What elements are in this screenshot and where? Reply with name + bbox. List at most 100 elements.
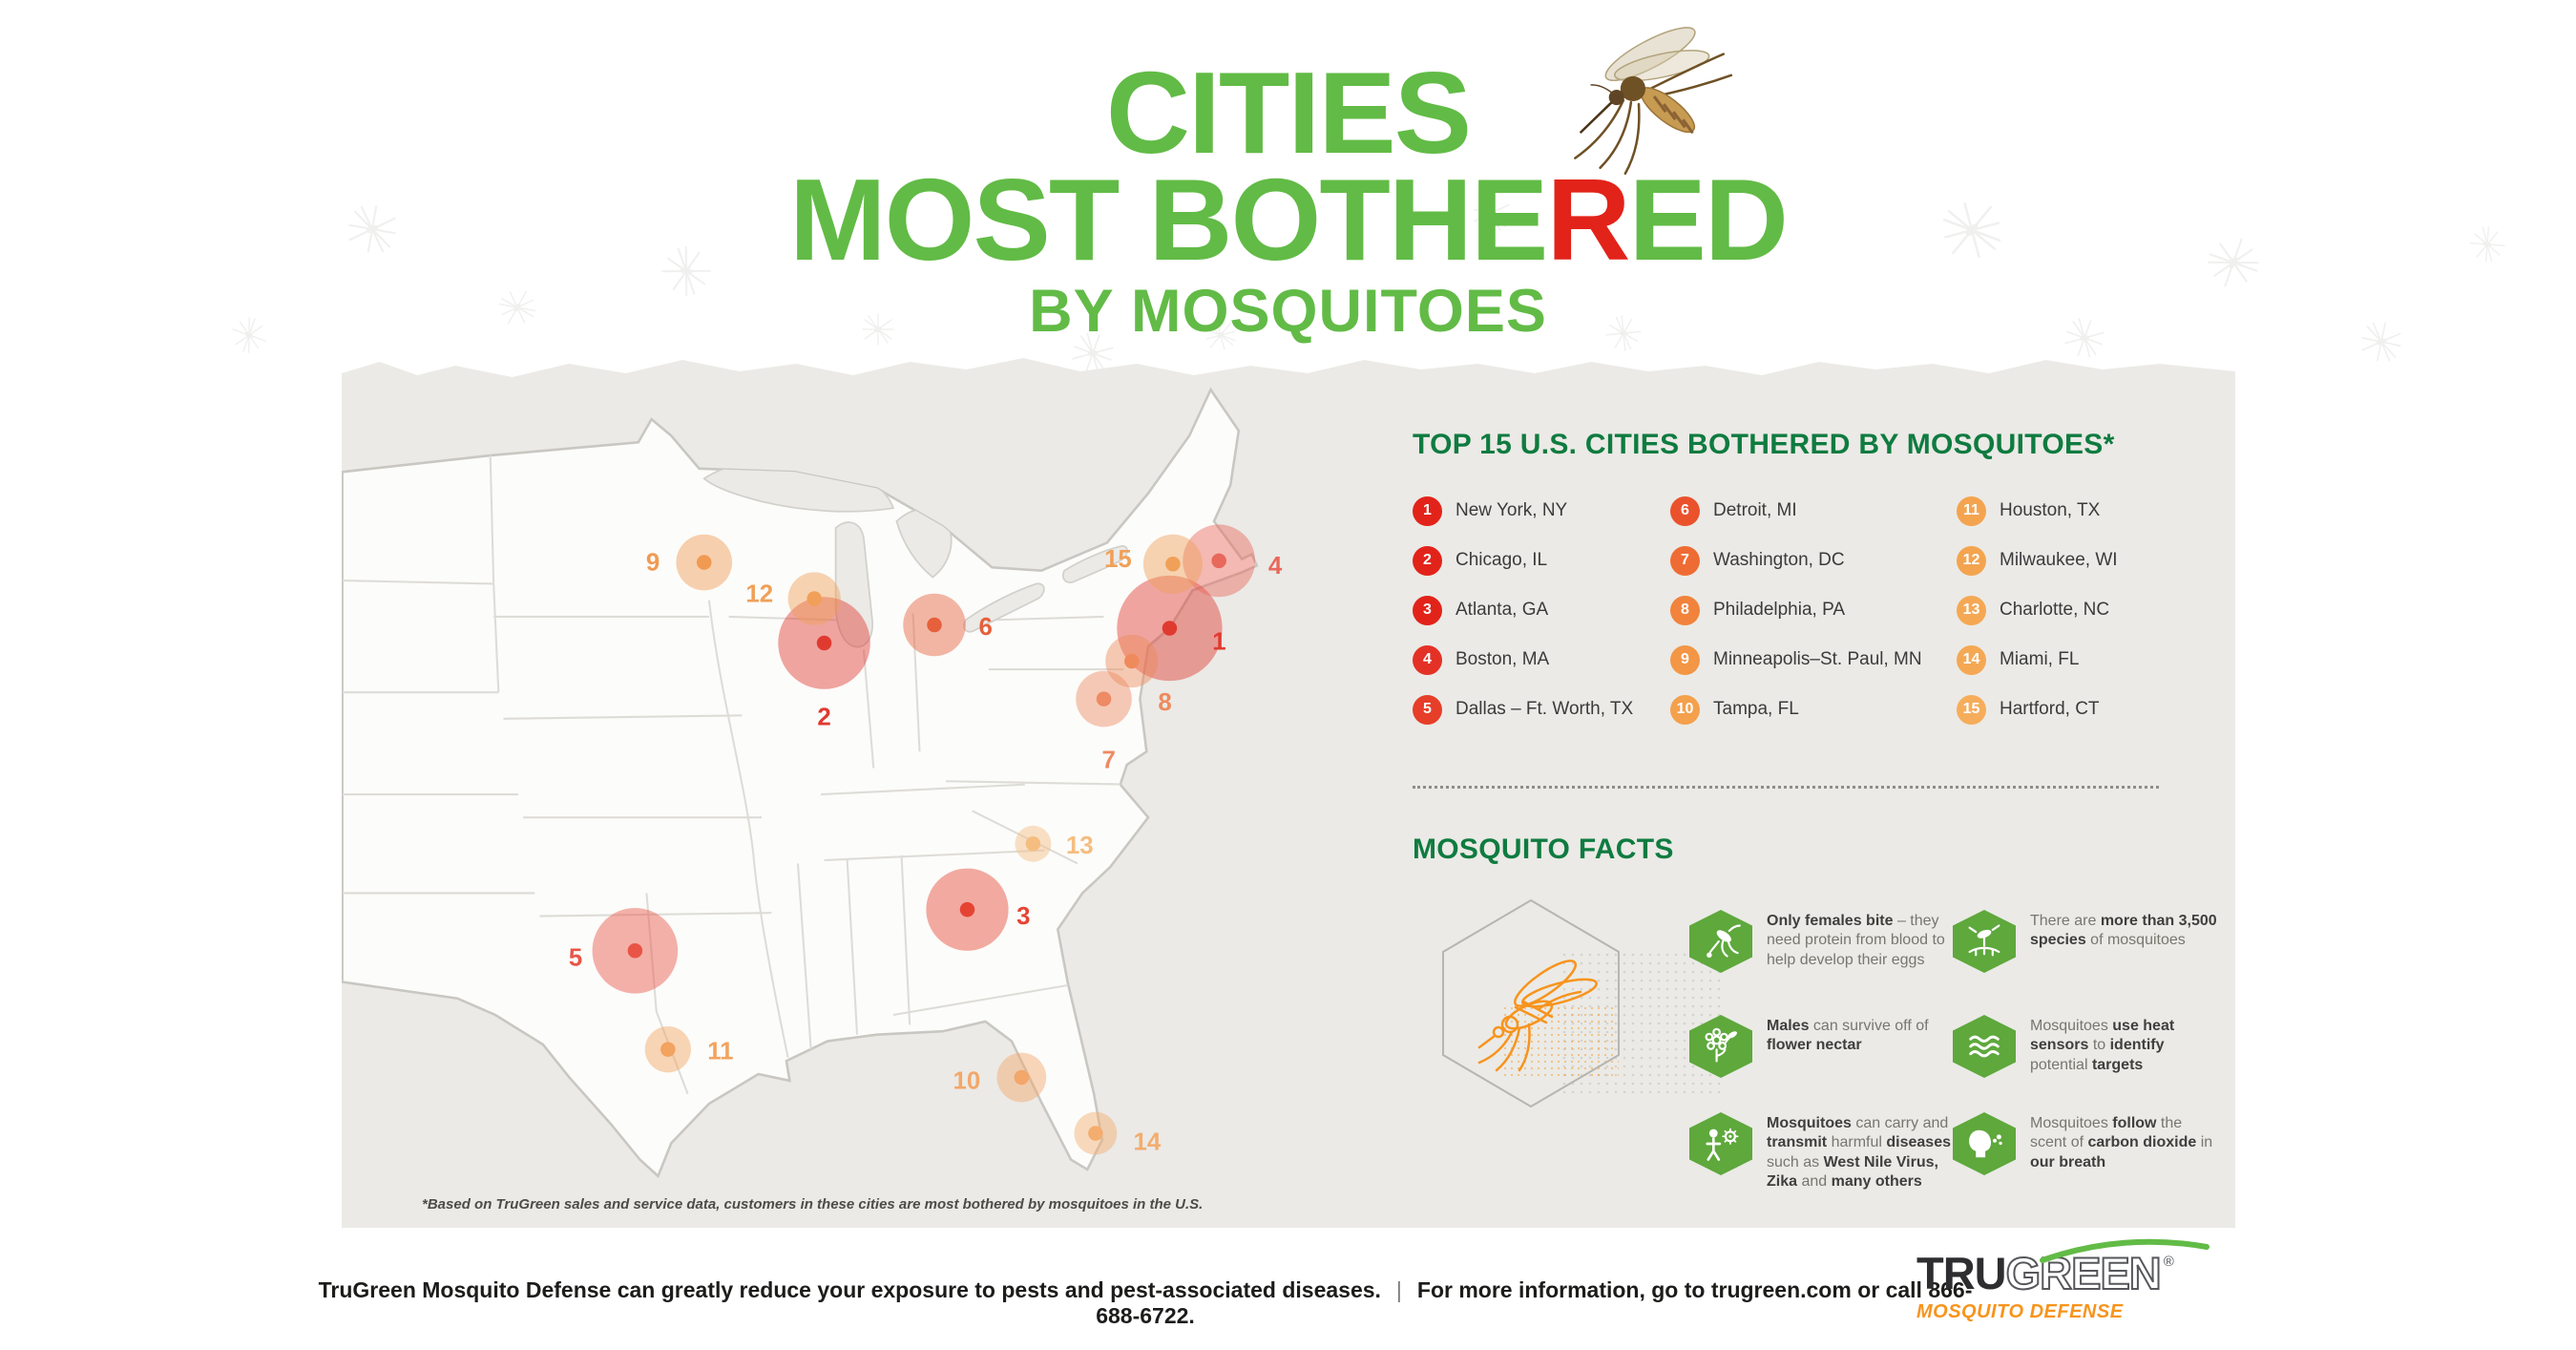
female-bite-icon bbox=[1689, 910, 1752, 973]
footer-message-left: TruGreen Mosquito Defense can greatly re… bbox=[318, 1277, 1381, 1302]
title-accent-letter: R bbox=[1546, 155, 1630, 285]
facts-heading: MOSQUITO FACTS bbox=[1413, 833, 1674, 865]
city-rank-badge: 15 bbox=[1957, 694, 1986, 725]
fact-text: Males can survive off of flower nectar bbox=[1767, 1018, 1929, 1054]
city-list-item: 14 Miami, FL bbox=[1957, 635, 2214, 685]
hexagon-mosquito-graphic bbox=[1442, 898, 1722, 1108]
species-count-icon bbox=[1953, 910, 2016, 973]
city-marker-dot bbox=[806, 591, 822, 606]
city-name: Tampa, FL bbox=[1713, 699, 1799, 719]
footer-message: TruGreen Mosquito Defense can greatly re… bbox=[315, 1277, 1976, 1329]
flower-nectar-icon bbox=[1689, 1015, 1752, 1078]
city-name: New York, NY bbox=[1456, 500, 1568, 520]
city-list-item: 10 Tampa, FL bbox=[1670, 685, 1957, 734]
city-name: Atlanta, GA bbox=[1456, 600, 1549, 620]
city-list-item: 9 Minneapolis–St. Paul, MN bbox=[1670, 635, 1957, 685]
city-rank-badge: 5 bbox=[1413, 694, 1442, 725]
city-marker-dot bbox=[1096, 691, 1112, 707]
city-marker-number: 2 bbox=[817, 705, 830, 731]
city-marker-number: 8 bbox=[1158, 689, 1171, 716]
city-marker-dot bbox=[660, 1042, 676, 1057]
fact-item: Mosquitoes can carry and transmit harmfu… bbox=[1689, 1112, 1961, 1192]
mosquito-silhouette-decoration bbox=[648, 233, 725, 310]
city-marker-dot bbox=[959, 901, 975, 918]
footer-separator: | bbox=[1395, 1277, 1402, 1302]
city-list-item: 8 Philadelphia, PA bbox=[1670, 585, 1957, 635]
city-rank-badge: 8 bbox=[1670, 595, 1700, 625]
city-rank-badge: 1 bbox=[1413, 496, 1442, 526]
city-name: Boston, MA bbox=[1456, 649, 1550, 669]
city-marker-dot bbox=[1211, 553, 1226, 569]
mosquito-silhouette-decoration bbox=[490, 280, 545, 335]
fact-text: Mosquitoes use heat sensors to identify … bbox=[2030, 1018, 2175, 1073]
city-name: Charlotte, NC bbox=[2000, 600, 2110, 620]
city-marker-number: 7 bbox=[1102, 747, 1116, 773]
heat-sensor-icon bbox=[1953, 1015, 2016, 1078]
city-marker-number: 9 bbox=[646, 550, 660, 577]
city-marker-number: 15 bbox=[1104, 546, 1132, 573]
city-rank-badge: 4 bbox=[1413, 644, 1442, 675]
city-marker-number: 12 bbox=[745, 580, 773, 607]
city-name: Hartford, CT bbox=[2000, 699, 2100, 719]
mosquito-silhouette-decoration bbox=[2459, 216, 2515, 272]
mosquito-illustration bbox=[1574, 27, 1733, 175]
mosquito-silhouette-decoration bbox=[339, 196, 406, 263]
city-rank-badge: 3 bbox=[1413, 595, 1442, 625]
city-name: Milwaukee, WI bbox=[2000, 550, 2118, 570]
city-list-item: 13 Charlotte, NC bbox=[1957, 585, 2214, 635]
title-line-2-pre: MOST BOTHE bbox=[789, 155, 1548, 285]
city-rank-badge: 12 bbox=[1957, 545, 1986, 576]
city-marker-dot bbox=[1025, 835, 1041, 852]
title-line-2: MOST BOTHERED bbox=[789, 161, 1789, 278]
city-name: Chicago, IL bbox=[1456, 550, 1548, 570]
city-marker-number: 1 bbox=[1212, 628, 1225, 655]
city-list-item: 11 Houston, TX bbox=[1957, 486, 2214, 536]
top15-heading: TOP 15 U.S. CITIES BOTHERED BY MOSQUITOE… bbox=[1413, 429, 2115, 460]
city-marker-number: 11 bbox=[707, 1039, 733, 1065]
trugreen-logo: TRU GREEN ® MOSQUITO DEFENSE bbox=[1916, 1238, 2260, 1323]
city-list-item: 2 Chicago, IL bbox=[1413, 536, 1670, 585]
city-name: Dallas – Ft. Worth, TX bbox=[1456, 699, 1634, 719]
city-marker-dot bbox=[1162, 621, 1178, 636]
registered-trademark-symbol: ® bbox=[2163, 1254, 2174, 1270]
city-column: 11 Houston, TX 12 Milwaukee, WI 13 Charlotte,… bbox=[1957, 486, 2214, 734]
city-rank-badge: 7 bbox=[1670, 545, 1700, 576]
fact-item: Mosquitoes use heat sensors to identify … bbox=[1953, 1015, 2225, 1078]
city-marker-number: 14 bbox=[1134, 1129, 1162, 1155]
city-marker-number: 13 bbox=[1066, 833, 1094, 859]
city-marker-dot bbox=[627, 943, 643, 959]
content-panel: 1 2 3 4 5 6 7 8 9 10 11 12 13 14 15 TOP 15 U.S. CITIES… bbox=[342, 358, 2235, 1228]
logo-leaf-swoosh-icon bbox=[2040, 1238, 2209, 1263]
city-rank-badge: 11 bbox=[1957, 496, 1986, 526]
infographic-title: CITIES MOST BOTHERED BY MOSQUITOES bbox=[789, 54, 1789, 346]
logo-tru-text: TRU bbox=[1916, 1248, 2007, 1298]
fact-item: Males can survive off of flower nectar bbox=[1689, 1015, 1961, 1078]
city-rank-badge: 13 bbox=[1957, 595, 1986, 625]
fact-item: There are more than 3,500 species of mos… bbox=[1953, 910, 2225, 973]
mosquito-silhouette-decoration bbox=[2353, 313, 2409, 369]
city-marker-number: 5 bbox=[569, 944, 582, 971]
mosquito-silhouette-decoration bbox=[1930, 188, 2014, 272]
fact-text: Mosquitoes can carry and transmit harmfu… bbox=[1767, 1115, 1951, 1191]
fact-item: Only females bite – they need protein fr… bbox=[1689, 910, 1961, 973]
city-rank-badge: 10 bbox=[1670, 694, 1700, 725]
source-footnote: *Based on TruGreen sales and service dat… bbox=[422, 1196, 1204, 1213]
logo-green-text: GREEN bbox=[2005, 1247, 2163, 1299]
city-marker-number: 3 bbox=[1016, 903, 1030, 930]
city-name: Detroit, MI bbox=[1713, 500, 1797, 520]
disease-transmission-icon bbox=[1689, 1112, 1752, 1175]
city-marker-number: 10 bbox=[953, 1068, 981, 1095]
mosquito-silhouette-decoration bbox=[2055, 308, 2114, 368]
city-rank-badge: 9 bbox=[1670, 644, 1700, 675]
city-list-item: 6 Detroit, MI bbox=[1670, 486, 1957, 536]
city-marker-number: 6 bbox=[979, 614, 993, 641]
state-borders bbox=[342, 455, 1134, 1095]
city-marker-dot bbox=[816, 635, 832, 651]
fact-text: Only females bite – they need protein fr… bbox=[1767, 913, 1945, 968]
dotted-divider bbox=[1413, 786, 2159, 789]
city-marker-dot bbox=[696, 555, 712, 570]
fact-text: Mosquitoes follow the scent of carbon di… bbox=[2030, 1115, 2213, 1171]
